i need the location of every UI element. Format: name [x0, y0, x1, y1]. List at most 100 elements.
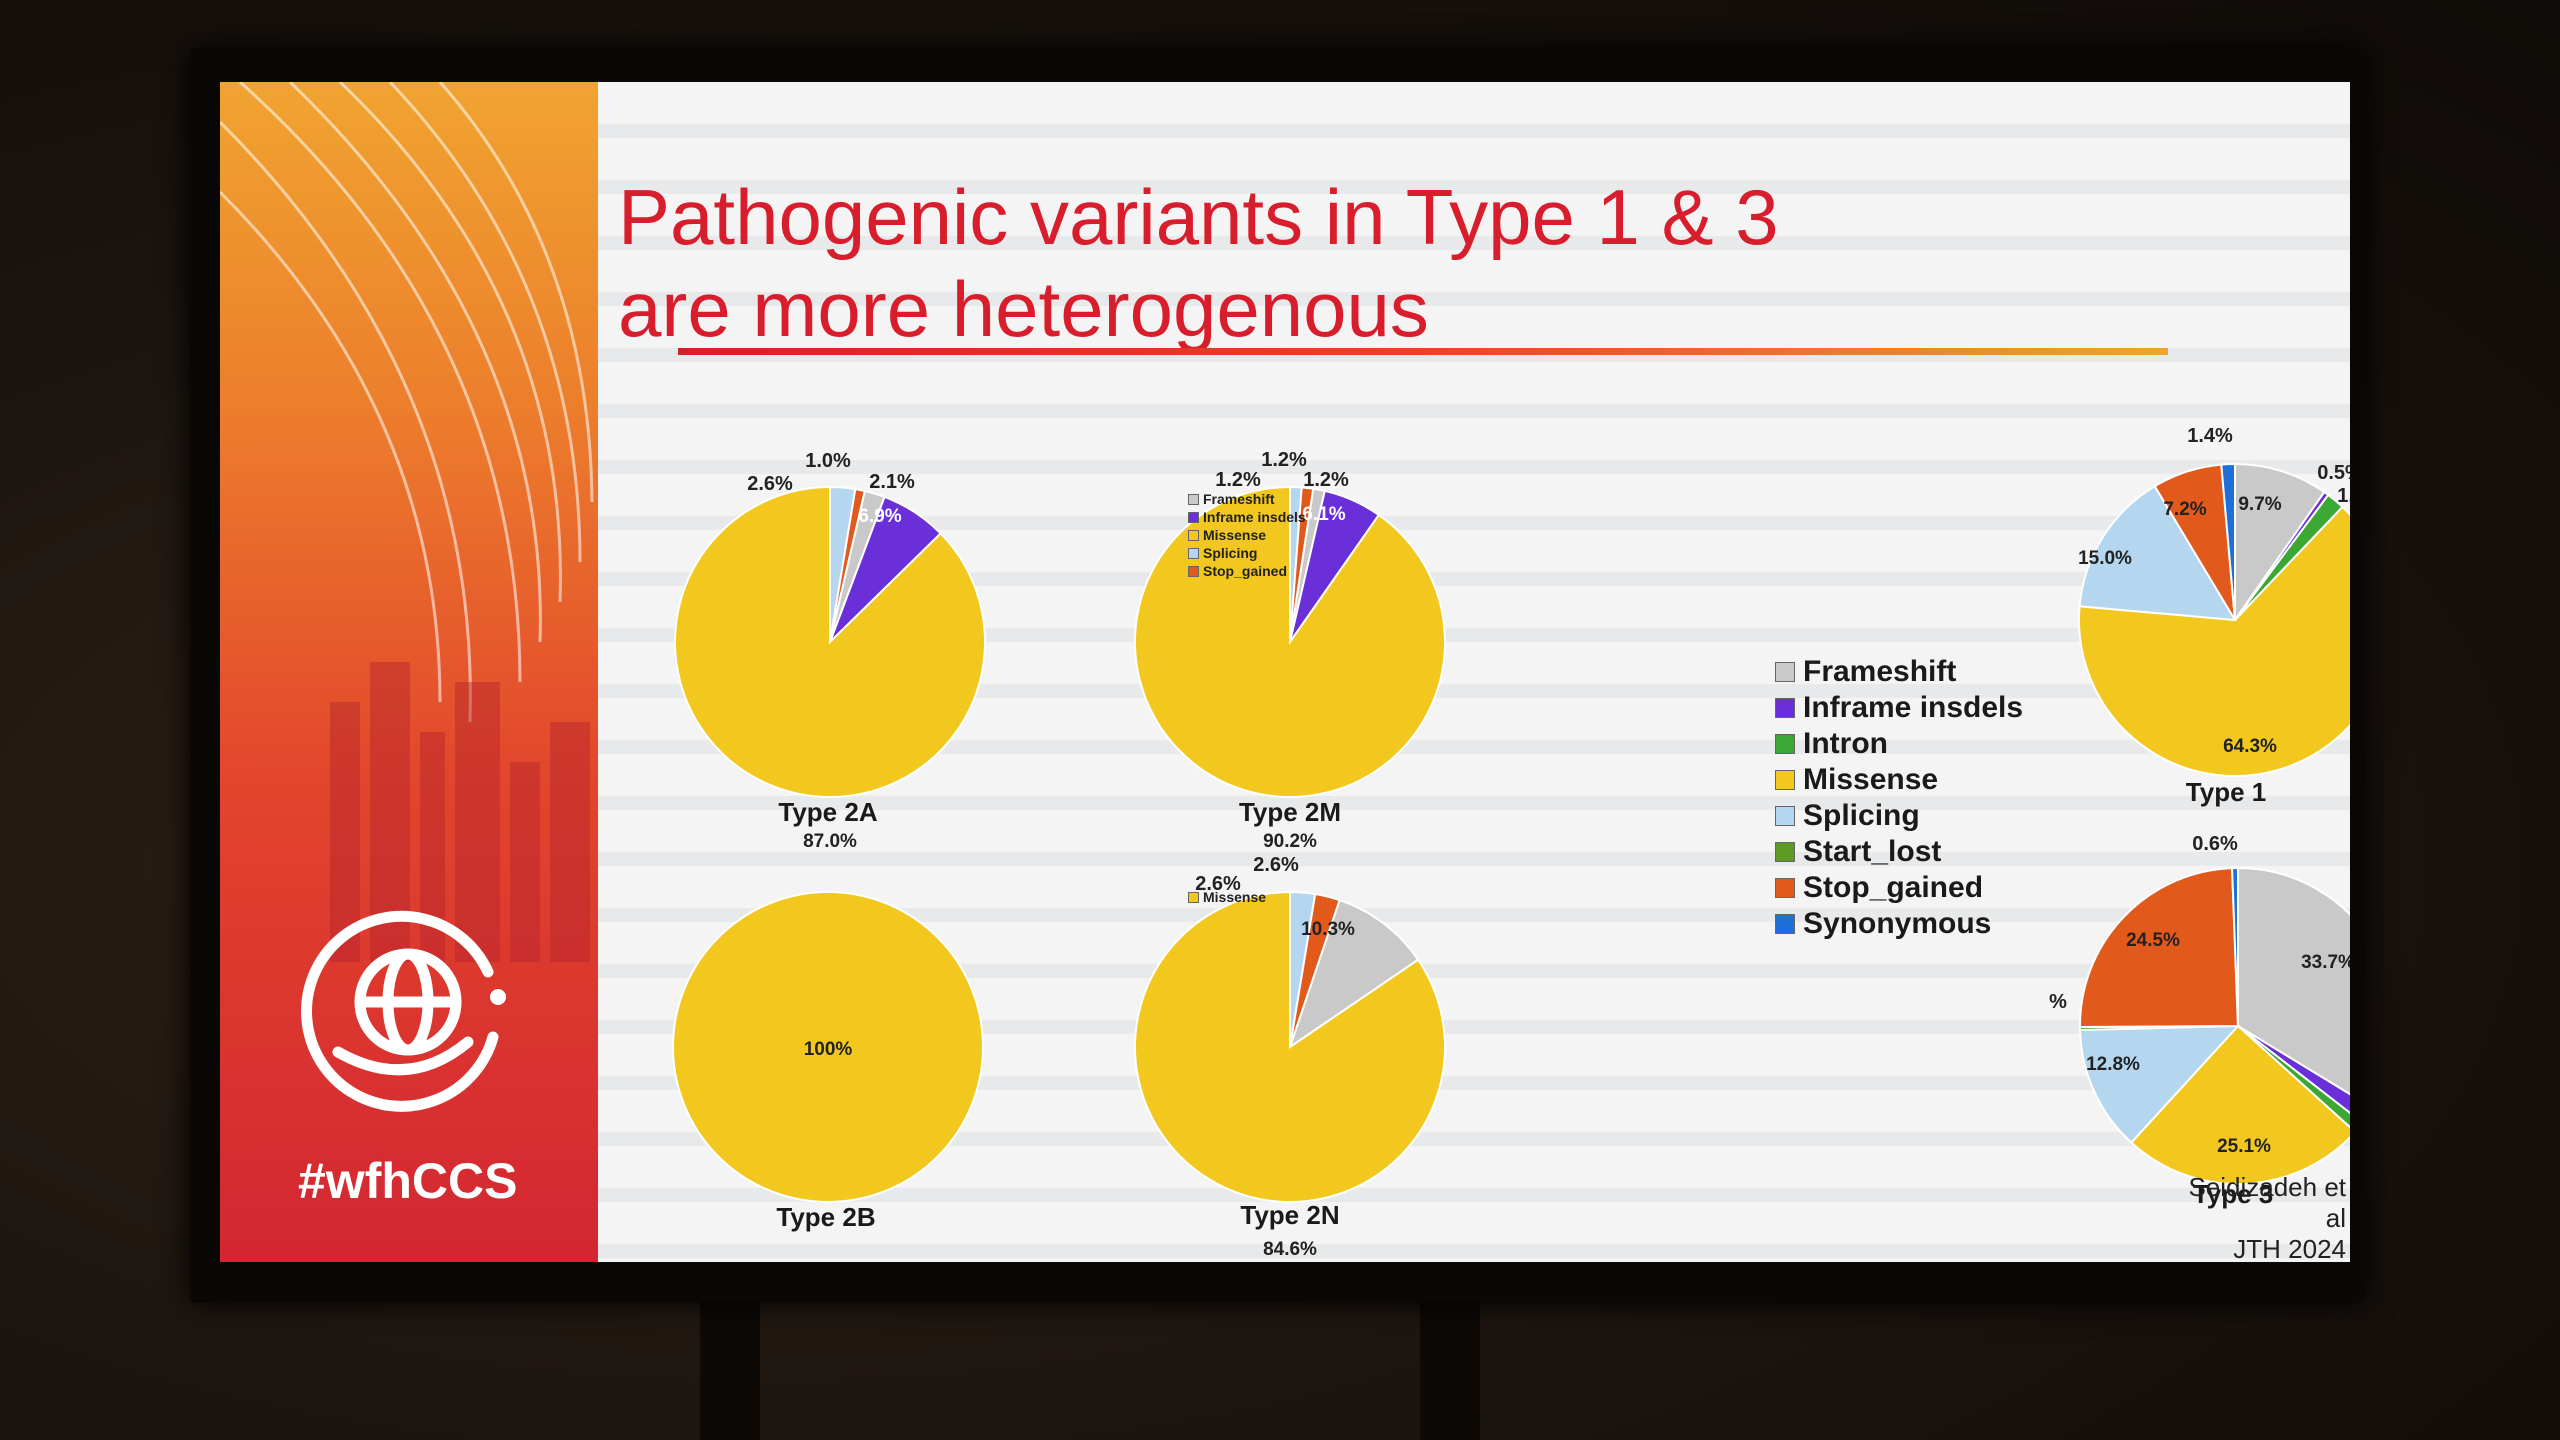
monitor-stand-left [700, 1300, 760, 1440]
label-type-2n-missense: 84.6% [1263, 1239, 1317, 1260]
small-legend-swatch-stop-gained [1188, 565, 1199, 577]
legend-label-synonymous: Synonymous [1803, 907, 1992, 940]
legend-label-frameshift: Frameshift [1803, 655, 1957, 688]
citation-authors: Seidizadeh et al [2188, 1172, 2346, 1233]
small-legend-label-stop-gained: Stop_gained [1203, 563, 1288, 579]
slice-type-1-synonymous [2220, 462, 2236, 621]
small-legend-item-missense: Missense [1188, 888, 1266, 906]
legend-type-2b: Missense [1188, 888, 1266, 906]
legend-item-intron: Intron [1775, 726, 2023, 762]
slide-title-line1: Pathogenic variants in Type 1 & 3 [618, 173, 1779, 261]
legend-swatch-start-lost [1775, 842, 1795, 862]
label-type-1-splicing: 15.0% [2078, 548, 2132, 569]
legend-type-2a: Frameshift Inframe insdels Missense Splicin… [1188, 490, 1306, 580]
pie-title-type-3: Type 3 [2192, 1179, 2274, 1209]
label-type-2n-frameshift: 10.3% [1301, 919, 1355, 940]
small-legend-item-inframe-insdels: Inframe insdels [1188, 508, 1306, 526]
small-legend-label-frameshift: Frameshift [1203, 491, 1275, 507]
legend-swatch-frameshift [1775, 662, 1795, 682]
citation-journal: JTH 2024 [2233, 1234, 2346, 1262]
legend-label-stop-gained: Stop_gained [1803, 871, 1984, 904]
label-type-2m-inframe-insdels: 6.1% [1302, 504, 1345, 525]
label-type-2a-frameshift: 2.1% [869, 471, 915, 493]
legend-swatch-splicing [1775, 806, 1795, 826]
small-legend-item-missense: Missense [1188, 526, 1306, 544]
slide-sidebar: #wfhCCS [220, 82, 598, 1262]
globe-hand-logo [301, 910, 506, 1112]
small-legend-item-frameshift: Frameshift [1188, 490, 1306, 508]
legend-label-splicing: Splicing [1803, 799, 1920, 832]
label-type-3-stop-gained: 24.5% [2126, 930, 2180, 951]
slice-type-1-missense [2078, 505, 2350, 777]
label-type-3-missense: 25.1% [2217, 1136, 2271, 1157]
citation: Seidizadeh et al JTH 2024 [2168, 1172, 2346, 1262]
label-type-2m-stop-gained: 1.2% [1261, 449, 1307, 471]
legend-label-missense: Missense [1803, 763, 1939, 796]
slice-type-3-stop-gained [2078, 867, 2240, 1028]
pie-type-1: 9.7% 0.5%1.9% 64.3% 15.0% 7.2% 1.4% [2078, 425, 2350, 777]
label-type-3-synonymous: 0.6% [2192, 833, 2238, 855]
label-type-2n-stop-gained: 2.6% [1253, 854, 1299, 876]
pie-type-2m: 1.2%1.2%1.2%6.1%90.2% [1134, 449, 1446, 852]
pie-title-type-2a: Type 2A [778, 797, 878, 827]
slice-type-3-frameshift [2237, 866, 2350, 1096]
slice-type-2b-missense [672, 891, 984, 1203]
legend-label-inframe-insdels: Inframe insdels [1803, 691, 2024, 724]
pie-charts-area: 2.6%1.0%2.1%6.9%87.0%1.2%1.2%1.2%6.1%90.… [672, 425, 2350, 1260]
slice-type-3-synonymous [2231, 866, 2239, 1027]
small-legend-item-stop-gained: Stop_gained [1188, 562, 1306, 580]
hashtag-label: #wfhCCS [298, 1153, 518, 1209]
slice-type-1-splicing [2078, 484, 2237, 622]
label-type-2a-splicing: 2.6% [747, 473, 793, 495]
label-type-2a-stop-gained: 1.0% [805, 450, 851, 472]
legend-item-stop-gained: Stop_gained [1775, 870, 2023, 906]
label-type-3-start-lost: % [2049, 991, 2067, 1013]
pie-title-type-2m: Type 2M [1238, 797, 1342, 827]
label-type-2b-missense: 100% [804, 1039, 853, 1060]
legend-item-missense: Missense [1775, 762, 2023, 798]
pie-type-3: 33.7%1.8%1.2%25.1%12.8%%24.5%0.6% [2049, 833, 2350, 1185]
small-legend-label-inframe-insdels: Inframe insdels [1203, 509, 1306, 525]
label-type-1-inframe-insdels: 0.5% [2317, 462, 2350, 484]
small-legend-swatch-frameshift [1188, 493, 1199, 505]
label-type-1-intron: 1.9% [2337, 485, 2350, 507]
label-type-2m-frameshift: 1.2% [1303, 469, 1349, 491]
small-legend-label-splicing: Splicing [1203, 545, 1258, 561]
small-legend-swatch-inframe-insdels [1188, 511, 1199, 523]
label-type-2m-splicing: 1.2% [1215, 469, 1261, 491]
sidebar-arcs-decoration [220, 82, 594, 962]
monitor-stand-right [1420, 1300, 1480, 1440]
legend-item-splicing: Splicing [1775, 798, 2023, 834]
pie-title-type-1: Type 1 [2185, 777, 2267, 807]
legend-swatch-intron [1775, 734, 1795, 754]
slice-type-2a-missense [674, 485, 986, 798]
label-type-1-missense: 64.3% [2223, 736, 2277, 757]
pie-title-type-2n: Type 2N [1240, 1200, 1340, 1230]
label-type-2a-inframe-insdels: 6.9% [858, 506, 901, 527]
legend-label-intron: Intron [1803, 727, 1888, 760]
slice-type-3-splicing [2079, 1024, 2241, 1144]
slide-main: Pathogenic variants in Type 1 & 3 are mo… [598, 82, 2350, 1262]
label-type-1-synonymous: 1.4% [2187, 425, 2233, 447]
slice-type-2n-missense [1134, 890, 1447, 1203]
label-type-2n-splicing: 2.6% [1195, 873, 1241, 895]
legend-label-start-lost: Start_lost [1803, 835, 1942, 868]
legend-swatch-missense [1775, 770, 1795, 790]
legend-swatch-synonymous [1775, 914, 1795, 934]
legend-item-synonymous: Synonymous [1775, 906, 2023, 942]
pie-type-2n: 2.6% 2.6% 10.3% 84.6% [1134, 854, 1447, 1260]
small-legend-label-missense: Missense [1203, 889, 1267, 905]
small-legend-label-missense: Missense [1203, 527, 1267, 543]
legend-item-frameshift: Frameshift [1775, 654, 2023, 690]
small-legend-swatch-missense [1188, 891, 1199, 903]
presentation-slide: #wfhCCS Pathogenic variants in Type 1 & … [220, 82, 2350, 1262]
label-type-2a-missense: 87.0% [803, 831, 857, 852]
legend-swatch-stop-gained [1775, 878, 1795, 898]
label-type-2m-missense: 90.2% [1263, 831, 1317, 852]
small-legend-swatch-missense [1188, 529, 1199, 541]
legend-item-inframe-insdels: Inframe insdels [1775, 690, 2023, 726]
slice-type-3-missense [2129, 1024, 2350, 1185]
label-type-3-splicing: 12.8% [2086, 1054, 2140, 1075]
slide-title-line2: are more heterogenous [618, 265, 1429, 353]
slice-type-2m-missense [1134, 485, 1446, 798]
